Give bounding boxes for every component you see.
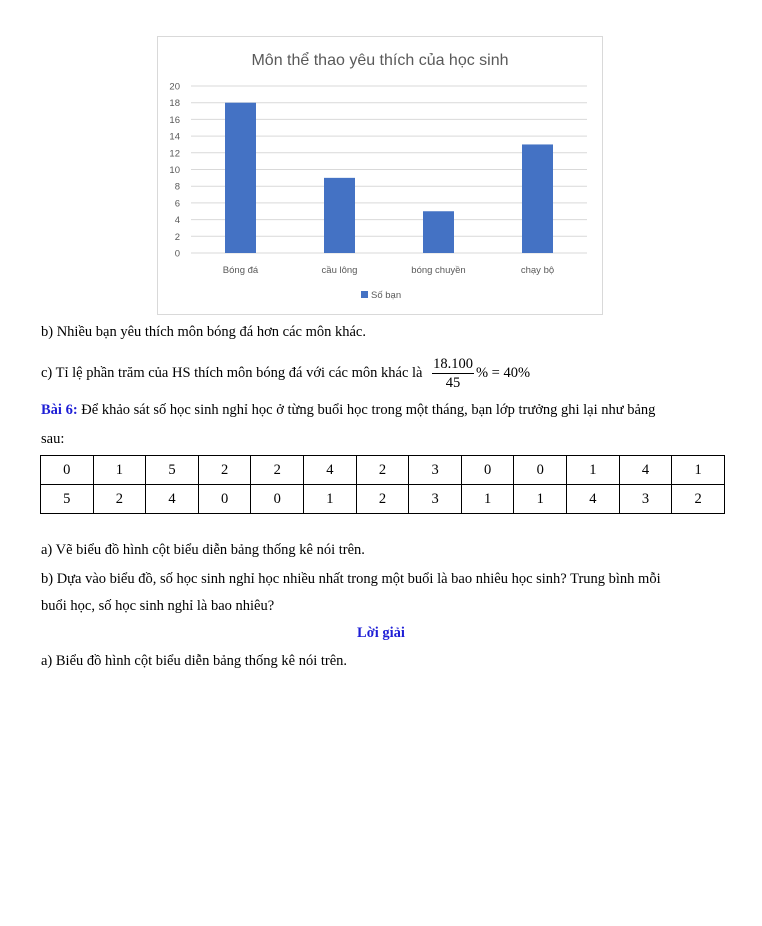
fraction-denominator: 45 [445, 375, 461, 391]
bar [423, 211, 454, 253]
exercise-6: Bài 6: Để khảo sát số học sinh nghỉ học … [41, 402, 655, 419]
y-tick-label: 20 [169, 82, 180, 93]
question-b-line1: b) Dựa vào biểu đồ, số học sinh nghỉ học… [41, 571, 661, 587]
answer-c: c) Tỉ lệ phần trăm của HS thích môn bóng… [41, 355, 530, 392]
fraction: 18.100 45 [432, 355, 474, 392]
table-cell: 5 [40, 484, 94, 514]
question-a: a) Vẽ biểu đồ hình cột biểu diễn bảng th… [41, 542, 365, 558]
y-tick-label: 12 [169, 148, 180, 159]
solution-heading: Lời giải [357, 625, 405, 641]
answer-b: b) Nhiều bạn yêu thích môn bóng đá hơn c… [41, 324, 366, 340]
table-cell: 0 [40, 455, 94, 485]
answer-c-suffix: % = 40% [475, 364, 531, 381]
table-cell: 2 [355, 455, 410, 485]
table-cell: 1 [566, 455, 620, 485]
legend-label: Số bạn [371, 290, 401, 301]
chart-title: Môn thể thao yêu thích của học sinh [251, 51, 508, 69]
table-cell: 5 [145, 455, 199, 485]
chart-svg: Môn thể thao yêu thích của học sinh 0 2 4 6 8… [169, 51, 587, 301]
exercise-6-text: Để khảo sát số học sinh nghỉ học ở từng … [77, 402, 656, 418]
y-tick-label: 18 [169, 98, 180, 109]
y-tick-label: 16 [169, 115, 180, 126]
bar [225, 102, 256, 253]
table-cell: 1 [303, 484, 357, 514]
table-cell: 0 [513, 455, 568, 485]
exercise-6-label: Bài 6: [41, 402, 78, 418]
table-cell: 1 [460, 484, 515, 514]
table-cell: 3 [408, 484, 462, 514]
fraction-numerator: 18.100 [432, 356, 474, 374]
table-cell: 2 [355, 484, 410, 514]
table-cell: 1 [92, 455, 147, 485]
x-tick-label: bóng chuyền [411, 265, 465, 276]
table-cell: 2 [250, 455, 305, 485]
table-cell: 2 [671, 484, 725, 514]
x-tick-label: chạy bộ [521, 265, 554, 276]
table-cell: 0 [460, 455, 515, 485]
table-cell: 1 [513, 484, 568, 514]
solution-a: a) Biểu đồ hình cột biểu diễn bảng thống… [41, 653, 348, 669]
table-cell: 1 [671, 455, 725, 485]
x-tick-label: Bóng đá [223, 265, 259, 276]
table-cell: 2 [92, 484, 147, 514]
table-cell: 4 [618, 455, 673, 485]
table-cell: 3 [408, 455, 462, 485]
table-cell: 0 [250, 484, 305, 514]
table-cell: 4 [303, 455, 357, 485]
y-tick-label: 4 [175, 215, 180, 226]
y-tick-label: 2 [175, 232, 180, 243]
bar [522, 144, 553, 253]
y-tick-label: 14 [169, 132, 180, 143]
x-tick-label: cầu lông [322, 265, 358, 276]
y-tick-label: 6 [175, 198, 180, 209]
table-cell: 3 [618, 484, 673, 514]
answer-c-prefix: c) Tỉ lệ phần trăm của HS thích môn bóng… [41, 364, 423, 381]
bar [324, 177, 355, 253]
question-b-line2: buổi học, số học sinh nghỉ là bao nhiêu? [41, 598, 275, 614]
legend-swatch [361, 291, 368, 298]
y-tick-label: 0 [175, 249, 180, 260]
bar-chart: Môn thể thao yêu thích của học sinh 0 2 4 6 8… [157, 36, 603, 315]
table-cell: 4 [145, 484, 199, 514]
table-cell: 2 [197, 455, 252, 485]
y-tick-label: 8 [175, 182, 180, 193]
y-tick-label: 10 [169, 165, 180, 176]
table-cell: 0 [197, 484, 252, 514]
table-cell: 4 [566, 484, 620, 514]
exercise-6-cont: sau: [41, 431, 65, 447]
